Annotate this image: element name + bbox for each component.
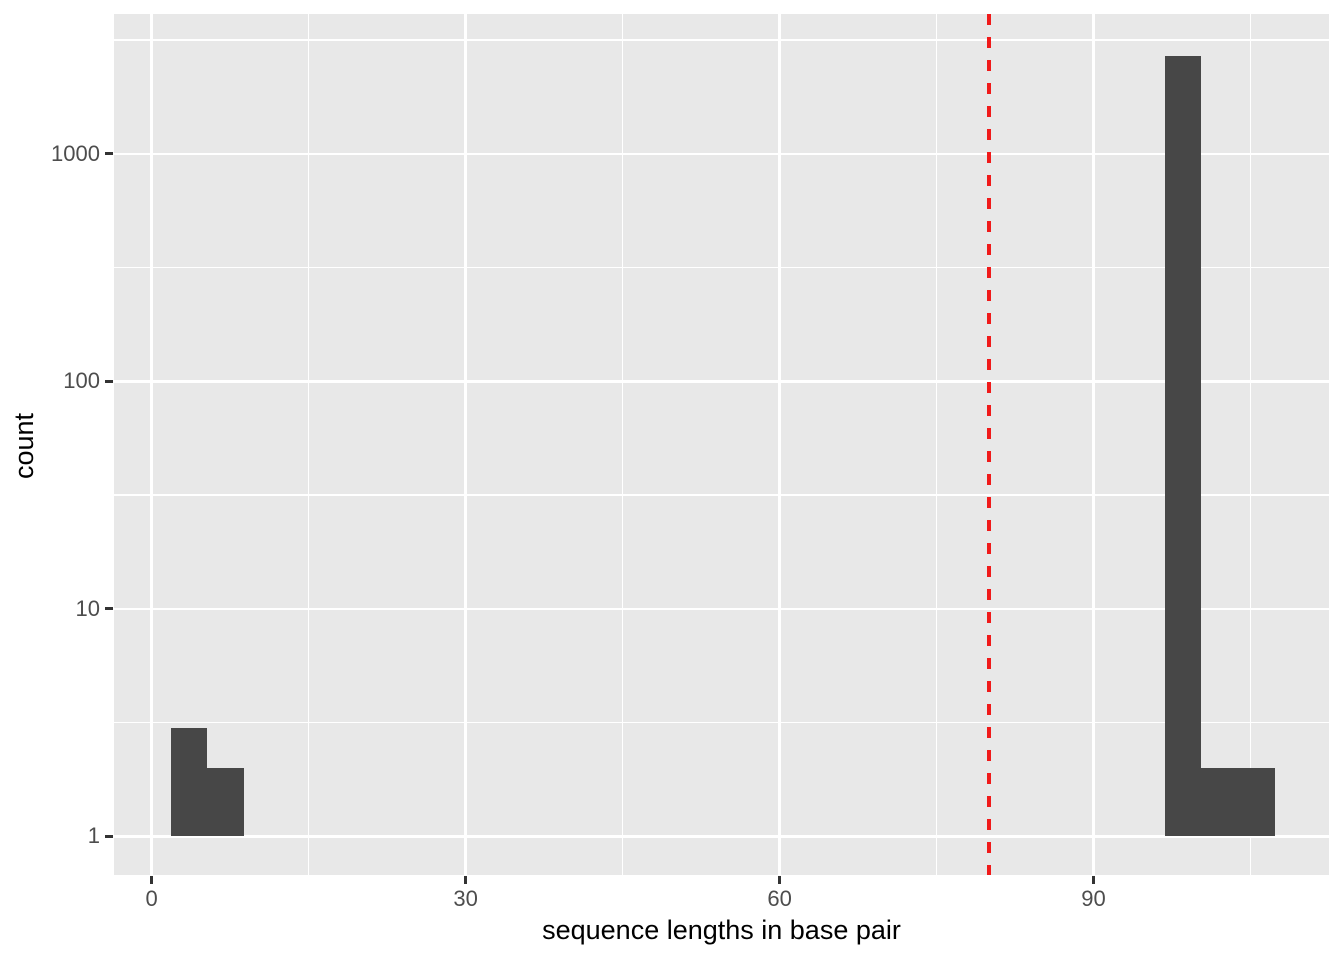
minor-gridline-vertical [935, 14, 938, 875]
major-gridline-horizontal [114, 152, 1329, 156]
y-axis-tick-mark [105, 152, 113, 156]
histogram-bar [1237, 767, 1275, 837]
major-gridline-vertical [778, 14, 781, 875]
y-axis-tick-label: 1000 [51, 140, 100, 166]
histogram-bar [170, 727, 208, 837]
major-gridline-vertical [1092, 14, 1095, 875]
x-axis-tick-label: 60 [767, 886, 792, 911]
x-axis-tick-mark [464, 876, 468, 884]
major-gridline-horizontal [114, 835, 1329, 838]
minor-gridline-horizontal [114, 721, 1329, 724]
major-gridline-horizontal [114, 380, 1329, 383]
y-axis-tick-label: 10 [75, 595, 100, 621]
minor-gridline-vertical [621, 14, 624, 875]
major-gridline-vertical [150, 14, 153, 875]
y-axis-tick-label: 100 [63, 368, 100, 394]
x-axis-tick-label: 90 [1081, 886, 1106, 911]
y-axis-tick-label: 1 [87, 823, 100, 849]
minor-gridline-horizontal [114, 266, 1329, 269]
y-axis-tick-mark [105, 379, 113, 383]
minor-gridline-horizontal [114, 39, 1329, 41]
minor-gridline-vertical [1249, 14, 1252, 875]
histogram-bar [1164, 55, 1202, 837]
histogram-bar [1201, 767, 1238, 837]
x-axis-tick-label: 30 [453, 886, 478, 911]
y-axis-tick-mark [105, 834, 113, 838]
histogram-bar [207, 767, 244, 837]
y-axis-tick-mark [105, 607, 113, 611]
minor-gridline-horizontal [114, 494, 1329, 496]
threshold-line [986, 14, 991, 875]
x-axis-tick-label: 0 [145, 886, 158, 911]
x-axis-tick-mark [778, 876, 782, 884]
minor-gridline-vertical [307, 14, 310, 875]
x-axis-title: sequence lengths in base pair [542, 915, 901, 945]
x-axis-tick-mark [1092, 876, 1096, 884]
plot-panel [114, 14, 1329, 875]
major-gridline-vertical [464, 14, 467, 875]
x-axis-tick-mark [150, 876, 154, 884]
major-gridline-horizontal [114, 607, 1329, 611]
